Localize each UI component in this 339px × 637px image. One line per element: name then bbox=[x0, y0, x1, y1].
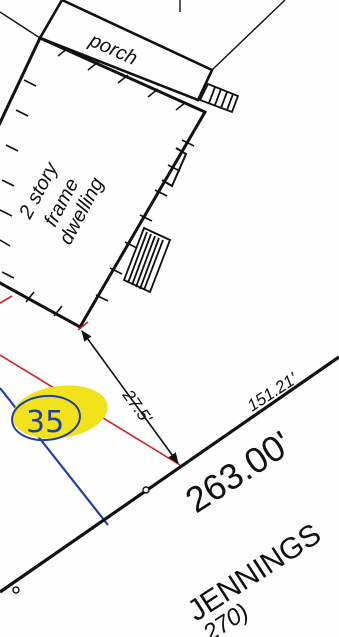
segment-distance: 151.21' bbox=[244, 369, 301, 415]
frontage-distance: 263.00' bbox=[178, 423, 298, 521]
street-name: JENNINGS bbox=[182, 518, 327, 628]
highlight-note: 35 bbox=[11, 385, 108, 442]
setback-distance: 27.5' bbox=[118, 385, 156, 427]
porch-label: porch bbox=[85, 29, 141, 70]
side-stairs-icon bbox=[122, 226, 172, 294]
lot-line-left bbox=[0, 11, 41, 39]
lot-line-top-right bbox=[211, 0, 286, 71]
arrow-icon bbox=[81, 330, 179, 464]
porch-steps-icon bbox=[198, 82, 240, 114]
highlight-number: 35 bbox=[26, 405, 64, 440]
street-label: JENNINGS 270) bbox=[182, 518, 327, 637]
bay-window bbox=[161, 147, 188, 188]
